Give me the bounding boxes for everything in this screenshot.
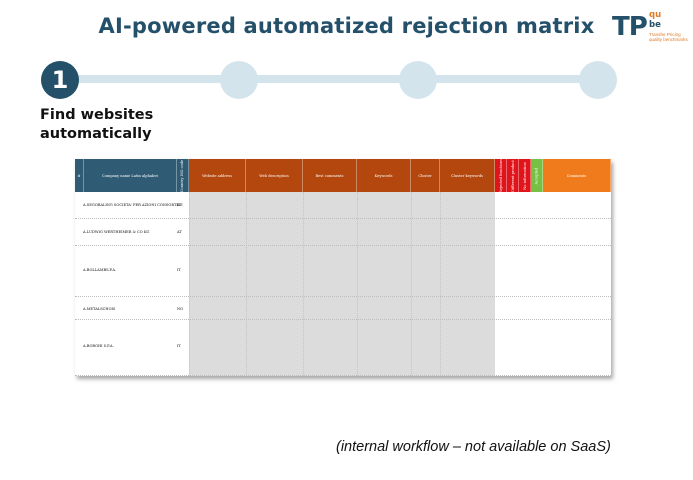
- column-header: No information: [519, 159, 531, 192]
- country-code-cell: NO: [177, 307, 184, 311]
- step-1-label: Find websites automatically: [40, 106, 153, 144]
- column-header: Accepted: [531, 159, 543, 192]
- column-divider: [357, 192, 358, 376]
- table-row: A.METALSCHOIS NO: [75, 297, 611, 320]
- column-divider: [246, 192, 247, 376]
- column-divider: [411, 192, 412, 376]
- company-name-cell: A.LUDWIG WERTHEIMER & CO KG: [83, 230, 150, 234]
- column-header: Best comments: [303, 159, 357, 192]
- table-row: A.SEGORALING SOCIETA' PER AZIONI CONSORT…: [75, 192, 611, 219]
- country-code-cell: IT: [177, 203, 181, 207]
- step-1-number: 1: [51, 66, 69, 94]
- company-name-cell: A.SEGORALING SOCIETA' PER AZIONI CONSORT…: [83, 203, 183, 207]
- stepper-track: [60, 75, 600, 83]
- tpqube-logo: TP qu be Transfer Pricing quality benchm…: [612, 10, 690, 48]
- column-header: #: [75, 159, 84, 192]
- rejection-matrix-table: # Company name Latin alphabet Country ISO …: [75, 159, 611, 376]
- column-header: Website address: [189, 159, 246, 192]
- company-name-cell: A.BORGHI S.P.A.: [83, 344, 114, 348]
- column-header: Rejected functions: [495, 159, 507, 192]
- logo-be: be: [649, 20, 661, 30]
- logo-tagline: Transfer Pricing quality benchmarks: [649, 32, 688, 42]
- step-4: [579, 61, 617, 99]
- company-name-cell: A.BOLLAMBS.P.A.: [83, 268, 117, 272]
- column-header: Web description: [246, 159, 303, 192]
- page-title: AI-powered automatized rejection matrix: [98, 14, 595, 38]
- column-header: Country ISO code: [177, 159, 189, 192]
- table-row: A.BOLLAMBS.P.A. IT: [75, 246, 611, 297]
- column-header: Company name Latin alphabet: [84, 159, 177, 192]
- column-header: Different product: [507, 159, 519, 192]
- company-name-cell: A.METALSCHOIS: [83, 307, 116, 311]
- column-divider: [440, 192, 441, 376]
- column-header: Cluster keywords: [440, 159, 495, 192]
- auto-filled-columns-area: [189, 192, 495, 376]
- step-1-label-line1: Find websites: [40, 107, 154, 123]
- step-1-label-line2: automatically: [40, 126, 152, 142]
- column-header: Keywords: [357, 159, 411, 192]
- column-divider: [303, 192, 304, 376]
- country-code-cell: IT: [177, 268, 181, 272]
- footnote: (internal workflow – not available on Sa…: [336, 439, 611, 455]
- country-code-cell: IT: [177, 344, 181, 348]
- step-2: [220, 61, 258, 99]
- step-1: 1: [41, 61, 79, 99]
- column-header: Cluster: [411, 159, 440, 192]
- logo-mark: TP: [612, 12, 648, 42]
- column-header: Comments: [543, 159, 611, 192]
- country-code-cell: AT: [177, 230, 182, 234]
- column-divider: [189, 192, 190, 376]
- step-3: [399, 61, 437, 99]
- table-row: A.BORGHI S.P.A. IT: [75, 320, 611, 376]
- table-row: A.LUDWIG WERTHEIMER & CO KG AT: [75, 219, 611, 246]
- logo-qu: qu: [649, 10, 662, 20]
